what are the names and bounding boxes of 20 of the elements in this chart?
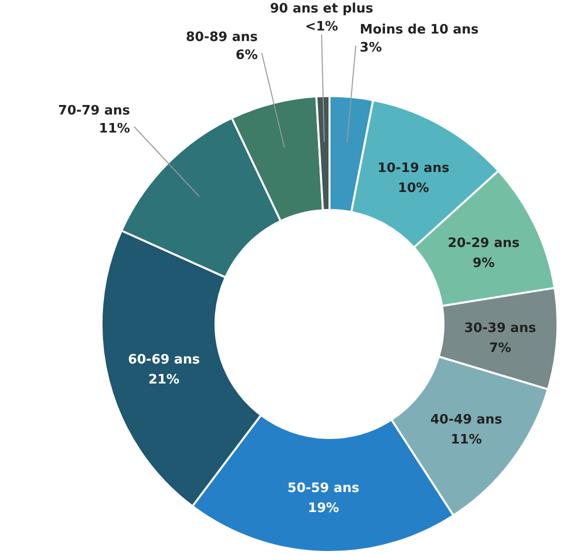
data-label: <1% xyxy=(305,20,338,35)
slice-label: 10-19 ans xyxy=(378,161,450,176)
slice-label: 20-29 ans xyxy=(448,236,520,251)
slice-label: Moins de 10 ans xyxy=(360,22,479,38)
slice-label: 70-79 ans xyxy=(58,104,130,119)
data-label: 10% xyxy=(398,181,430,196)
slice-label: 30-39 ans xyxy=(464,321,536,336)
slice-label: 80-89 ans xyxy=(186,30,258,45)
data-label: 7% xyxy=(489,341,512,356)
data-label: 11% xyxy=(450,432,482,448)
data-label: 3% xyxy=(360,40,382,56)
data-label: 9% xyxy=(472,256,495,271)
data-label: 11% xyxy=(98,122,130,137)
slice-label: 90 ans et plus xyxy=(270,2,374,17)
slice-label: 40-49 ans xyxy=(430,412,503,428)
slice-label: 60-69 ans xyxy=(128,352,200,368)
data-label: 6% xyxy=(236,48,258,63)
slice-label: 50-59 ans xyxy=(288,480,360,496)
data-label: 19% xyxy=(308,500,340,516)
data-label: 21% xyxy=(148,372,180,388)
